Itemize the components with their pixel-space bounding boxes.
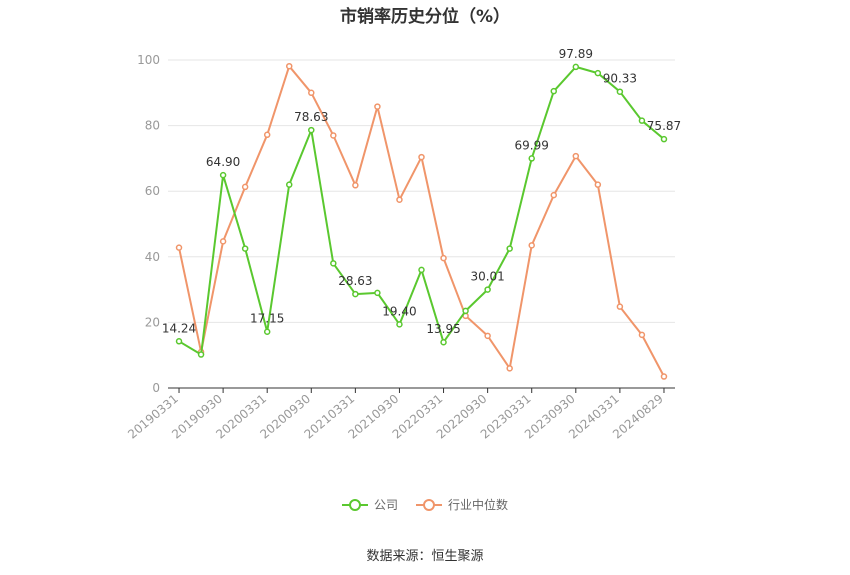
- y-tick-label: 40: [145, 250, 160, 264]
- company-data-label: 69.99: [515, 138, 549, 152]
- legend-label-industry-median: 行业中位数: [448, 498, 509, 512]
- company-point: [440, 338, 447, 346]
- grid-lines: [168, 59, 675, 323]
- company-point: [638, 117, 646, 124]
- industry-median-point: [638, 331, 646, 339]
- company-data-label: 28.63: [338, 274, 372, 288]
- series-layer: [175, 62, 668, 380]
- y-tick-label: 20: [145, 315, 160, 329]
- industry-median-point: [506, 365, 513, 372]
- company-point: [572, 63, 580, 71]
- data-source: 数据来源：恒生聚源: [366, 549, 484, 564]
- legend-label-company: 公司: [373, 498, 398, 512]
- industry-median-point: [484, 332, 491, 340]
- company-point: [506, 245, 513, 252]
- industry-median-point: [550, 191, 558, 199]
- industry-median-point: [263, 131, 271, 139]
- company-point: [263, 328, 271, 335]
- industry-median-point: [374, 103, 381, 110]
- industry-median-series-line: [178, 65, 665, 377]
- industry-median-point: [285, 62, 293, 70]
- company-data-label: 90.33: [603, 72, 637, 86]
- company-data-label: 75.87: [647, 119, 681, 133]
- industry-median-point: [241, 183, 249, 191]
- legend: 公司 行业中位数: [0, 496, 850, 513]
- legend-marker-industry-median: [416, 498, 442, 511]
- company-data-label: 97.89: [559, 47, 593, 61]
- industry-median-point: [616, 303, 624, 310]
- industry-median-point: [219, 238, 227, 245]
- x-axis: 2019033120190930202003312020093020210331…: [125, 387, 675, 442]
- company-data-label: 30.01: [470, 270, 504, 284]
- company-data-label: 19.40: [382, 304, 416, 318]
- company-data-label: 17.15: [250, 312, 284, 326]
- legend-marker-company: [341, 498, 368, 511]
- industry-median-point: [308, 89, 315, 97]
- company-point: [374, 289, 381, 297]
- company-point: [418, 266, 425, 274]
- industry-median-point: [175, 244, 183, 251]
- company-point: [175, 338, 183, 345]
- company-data-label: 78.63: [294, 110, 328, 124]
- company-data-label: 14.24: [162, 321, 196, 335]
- industry-median-point: [396, 196, 403, 203]
- y-axis: 0 20 40 60 80 100: [137, 53, 160, 395]
- company-point: [285, 181, 293, 188]
- industry-median-point: [352, 182, 359, 189]
- industry-median-point: [572, 152, 580, 160]
- y-tick-label: 100: [137, 53, 160, 67]
- company-point: [462, 307, 469, 315]
- industry-median-point: [660, 373, 668, 380]
- company-point: [330, 260, 337, 267]
- y-tick-label: 0: [152, 381, 160, 395]
- company-point: [550, 87, 558, 95]
- company-data-label: 64.90: [206, 155, 240, 169]
- company-point: [528, 155, 535, 162]
- company-point: [308, 126, 315, 134]
- company-point: [484, 286, 491, 293]
- company-point: [594, 69, 602, 77]
- industry-median-point: [440, 254, 447, 262]
- company-point: [241, 245, 249, 252]
- y-tick-label: 80: [145, 119, 160, 133]
- industry-median-point: [418, 153, 425, 161]
- industry-median-point: [528, 242, 535, 249]
- company-point: [352, 290, 359, 298]
- data-labels: 14.24 64.90 17.15 78.63 28.63 19.40 13.95 30.01…: [162, 47, 681, 336]
- industry-median-point: [594, 181, 602, 188]
- company-data-label: 13.95: [426, 322, 460, 336]
- legend-item-industry-median[interactable]: 行业中位数: [416, 496, 508, 513]
- legend-item-company[interactable]: 公司: [341, 496, 398, 513]
- industry-median-point: [330, 132, 337, 139]
- chart-title: 市销率历史分位（%）: [339, 7, 511, 27]
- company-point: [660, 135, 668, 143]
- y-tick-label: 60: [145, 184, 160, 198]
- company-point: [396, 321, 403, 328]
- company-point: [219, 171, 227, 179]
- company-point: [197, 351, 205, 358]
- company-point: [616, 88, 624, 95]
